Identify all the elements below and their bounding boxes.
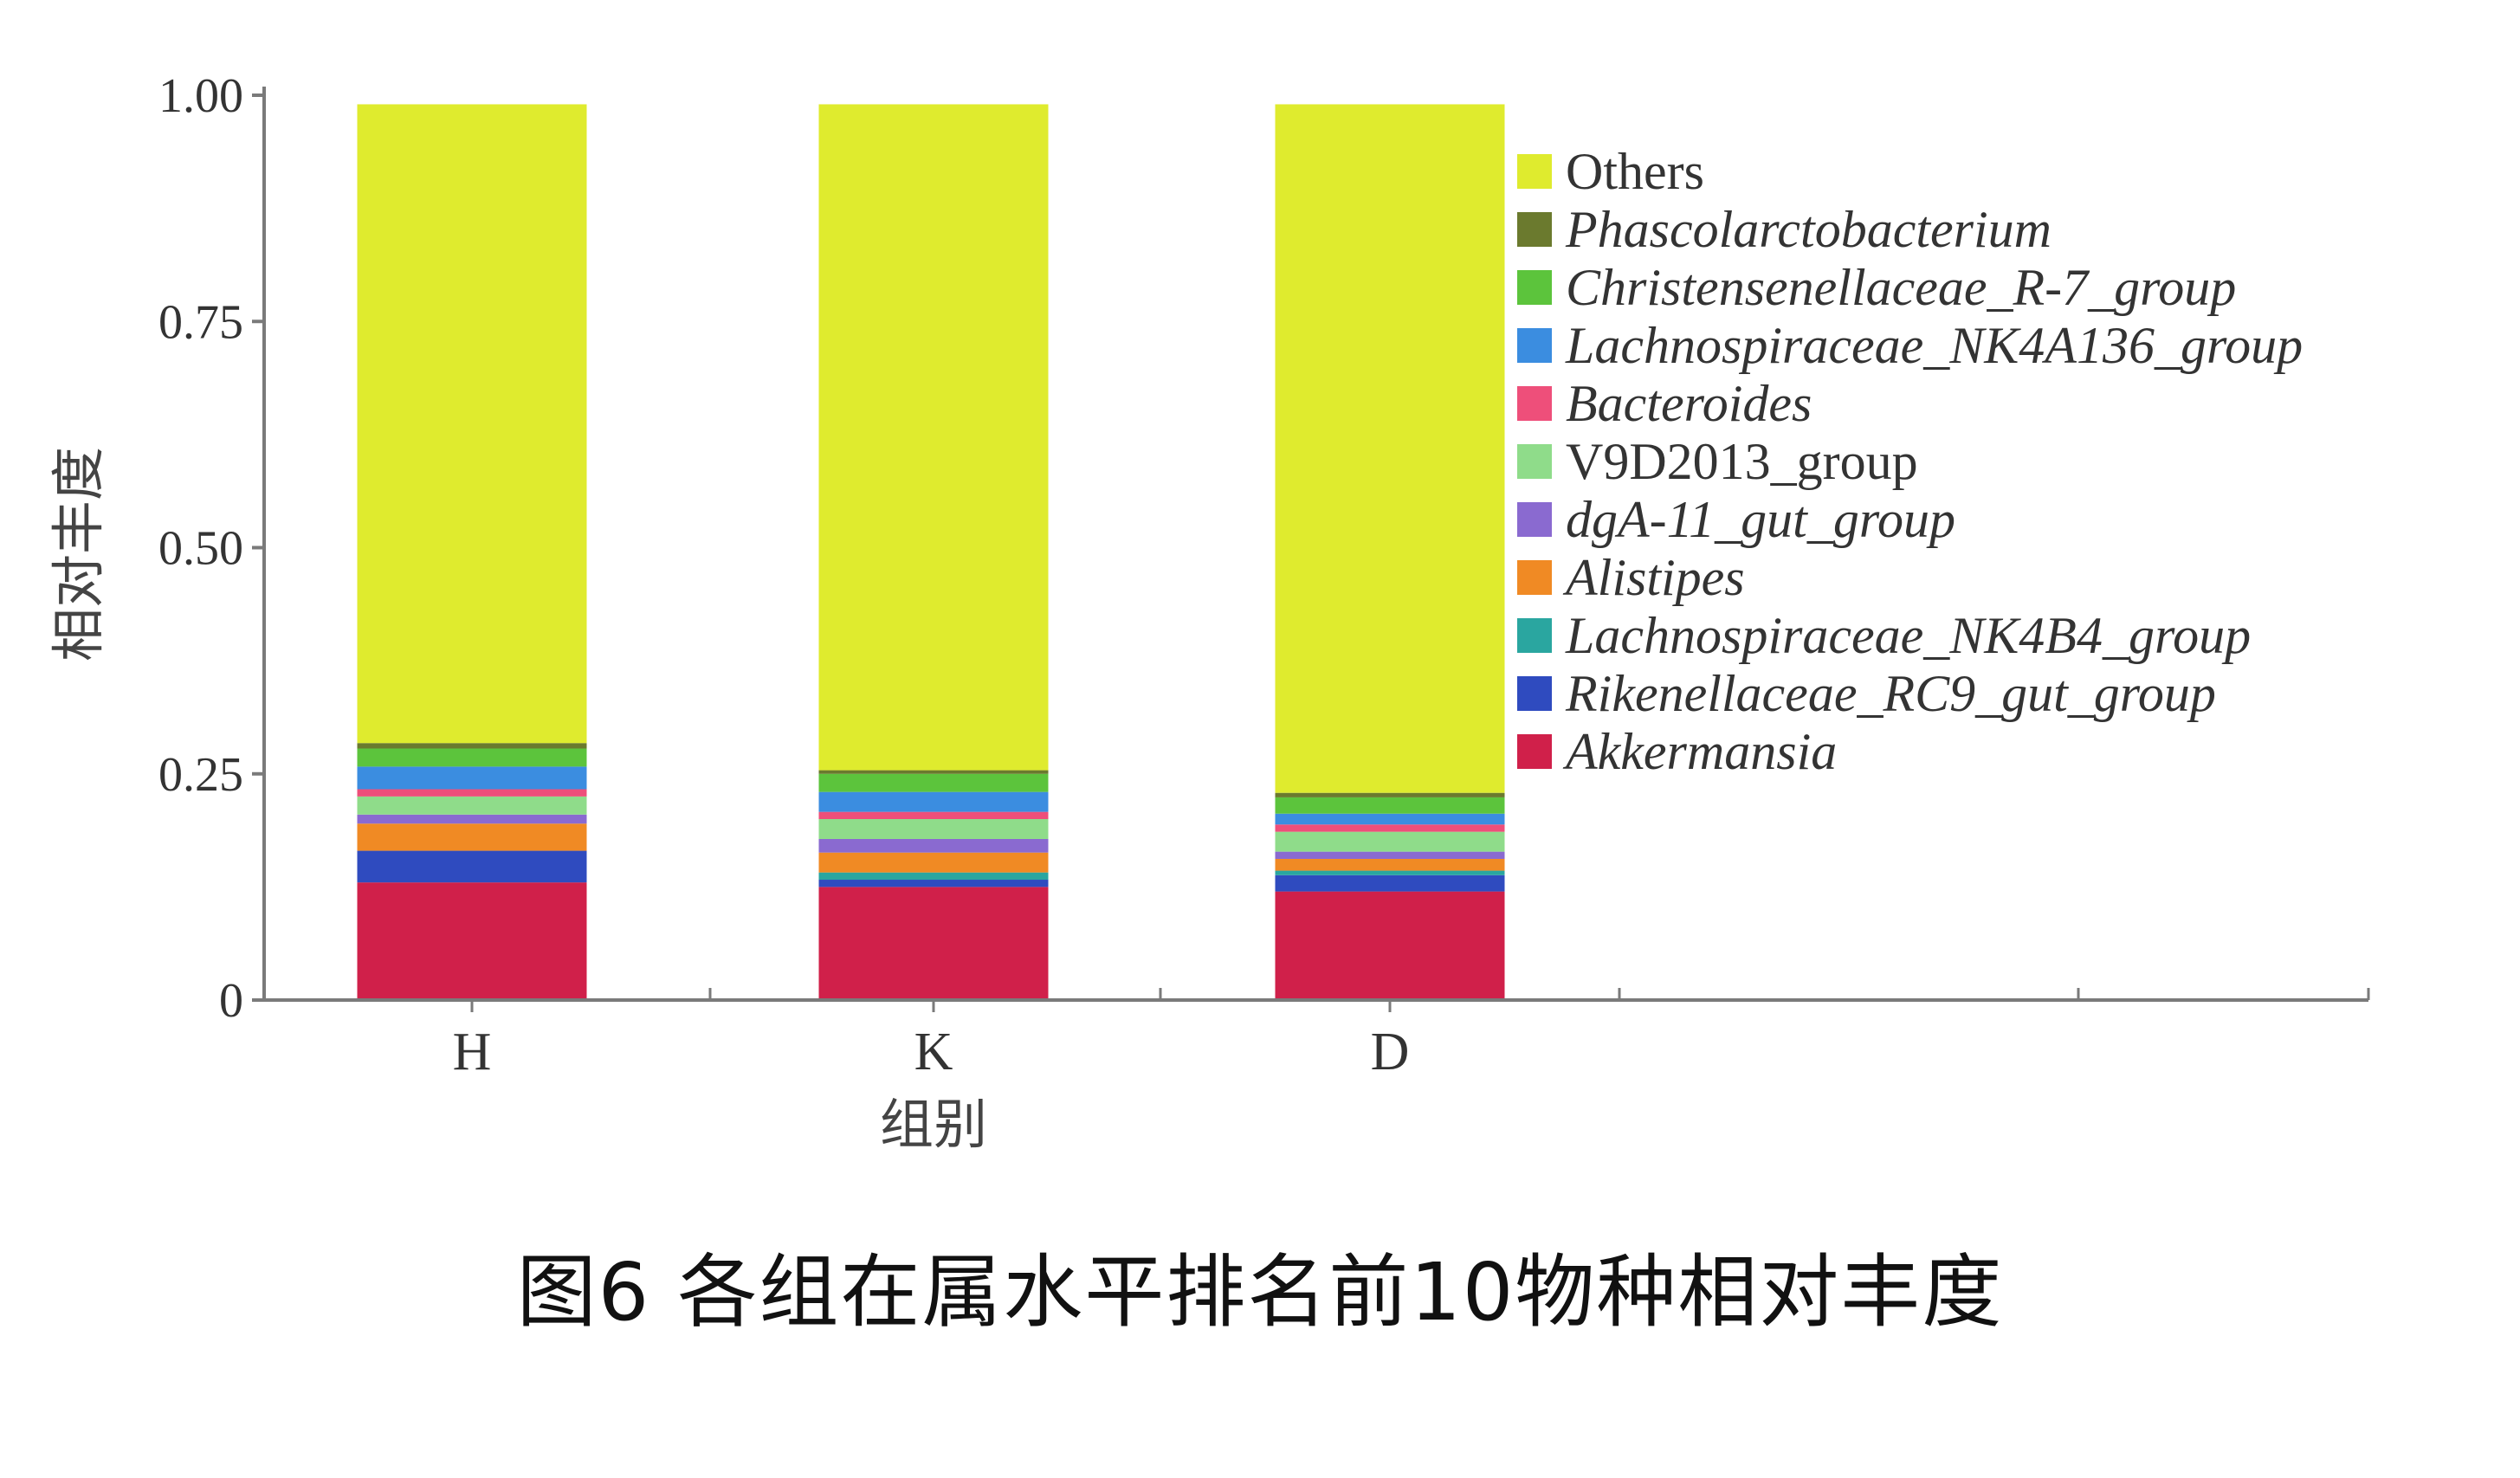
bar-segment-H-lachnospiraceae-nk4a136-group — [357, 766, 587, 790]
legend-label-phascolarctobacterium: Phascolarctobacterium — [1565, 201, 2052, 258]
axes-layer: 0 0.25 0.50 0.75 1.00 H K D — [158, 69, 2370, 1081]
legend-swatch-christensenellaceae-r-7-group — [1517, 270, 1552, 305]
bar-segment-H-others — [357, 104, 587, 744]
bars-layer — [357, 104, 1505, 1000]
bar-segment-D-phascolarctobacterium — [1275, 792, 1505, 797]
x-axis-title: 组别 — [880, 1093, 987, 1156]
legend-swatch-akkermansia — [1517, 734, 1552, 769]
bar-segment-K-dga-11-gut-group — [818, 838, 1049, 853]
figure-caption: 图6 各组在属水平排名前10物种相对丰度 — [516, 1246, 2004, 1339]
legend-label-christensenellaceae-r-7-group: Christensenellaceae_R-7_group — [1566, 259, 2236, 316]
bar-segment-D-alistipes — [1275, 858, 1505, 871]
y-tick-label: 0.75 — [158, 295, 243, 349]
bar-segment-D-lachnospiraceae-nk4b4-group — [1275, 870, 1505, 875]
legend-swatch-v9d2013-group — [1517, 444, 1552, 479]
legend-swatch-rikenellaceae-rc9-gut-group — [1517, 676, 1552, 711]
bar-segment-K-v9d2013-group — [818, 819, 1049, 839]
bar-segment-K-phascolarctobacterium — [818, 770, 1049, 774]
bar-segment-D-bacteroides — [1275, 824, 1505, 832]
legend-label-rikenellaceae-rc9-gut-group: Rikenellaceae_RC9_gut_group — [1565, 665, 2216, 722]
bar-segment-D-lachnospiraceae-nk4a136-group — [1275, 813, 1505, 825]
y-tick-label: 1.00 — [158, 69, 243, 123]
legend-label-others: Others — [1566, 143, 1704, 200]
legend-swatch-bacteroides — [1517, 386, 1552, 421]
bar-segment-D-rikenellaceae-rc9-gut-group — [1275, 875, 1505, 892]
legend-label-akkermansia: Akkermansia — [1562, 723, 1837, 780]
legend-label-alistipes: Alistipes — [1562, 549, 1745, 606]
bar-segment-K-others — [818, 104, 1049, 771]
legend-label-v9d2013-group: V9D2013_group — [1566, 433, 1918, 490]
bar-segment-K-akkermansia — [818, 887, 1049, 1000]
x-tick-label-H: H — [453, 1023, 492, 1081]
bar-segment-K-lachnospiraceae-nk4a136-group — [818, 791, 1049, 812]
bar-segment-H-bacteroides — [357, 789, 587, 797]
bar-segment-K-lachnospiraceae-nk4b4-group — [818, 872, 1049, 881]
legend-swatch-phascolarctobacterium — [1517, 212, 1552, 247]
legend-label-lachnospiraceae-nk4a136-group: Lachnospiraceae_NK4A136_group — [1565, 317, 2303, 374]
y-tick-label: 0.50 — [158, 522, 243, 576]
bar-segment-D-akkermansia — [1275, 891, 1505, 1000]
bar-segment-K-alistipes — [818, 852, 1049, 873]
bar-segment-H-rikenellaceae-rc9-gut-group — [357, 850, 587, 883]
y-tick-label: 0.25 — [158, 748, 243, 802]
legend-swatch-lachnospiraceae-nk4b4-group — [1517, 618, 1552, 653]
y-tick-label: 0 — [219, 974, 243, 1028]
legend-label-bacteroides: Bacteroides — [1566, 375, 1812, 432]
bar-segment-H-alistipes — [357, 823, 587, 851]
x-tick-label-K: K — [914, 1023, 953, 1081]
stacked-bar-chart: 0 0.25 0.50 0.75 1.00 H K D OthersPhascolarctob… — [47, 69, 2370, 1156]
bar-segment-D-christensenellaceae-r-7-group — [1275, 797, 1505, 814]
legend-swatch-alistipes — [1517, 560, 1552, 595]
bar-segment-H-v9d2013-group — [357, 796, 587, 815]
x-tick-label-D: D — [1371, 1023, 1410, 1081]
bar-segment-D-others — [1275, 104, 1505, 793]
bar-segment-D-dga-11-gut-group — [1275, 851, 1505, 859]
legend-swatch-lachnospiraceae-nk4a136-group — [1517, 328, 1552, 363]
legend: OthersPhascolarctobacteriumChristensenel… — [1517, 143, 2303, 780]
legend-label-lachnospiraceae-nk4b4-group: Lachnospiraceae_NK4B4_group — [1565, 607, 2251, 664]
legend-swatch-dga-11-gut-group — [1517, 502, 1552, 537]
y-axis-title: 相对丰度 — [47, 447, 110, 662]
legend-swatch-others — [1517, 154, 1552, 189]
bar-segment-D-v9d2013-group — [1275, 831, 1505, 852]
bar-segment-H-christensenellaceae-r-7-group — [357, 748, 587, 767]
bar-segment-K-bacteroides — [818, 811, 1049, 819]
bar-segment-K-christensenellaceae-r-7-group — [818, 773, 1049, 792]
legend-label-dga-11-gut-group: dgA-11_gut_group — [1566, 491, 1955, 548]
bar-segment-H-dga-11-gut-group — [357, 814, 587, 824]
bar-segment-K-rikenellaceae-rc9-gut-group — [818, 880, 1049, 887]
bar-segment-H-phascolarctobacterium — [357, 743, 587, 749]
bar-segment-H-akkermansia — [357, 882, 587, 1000]
